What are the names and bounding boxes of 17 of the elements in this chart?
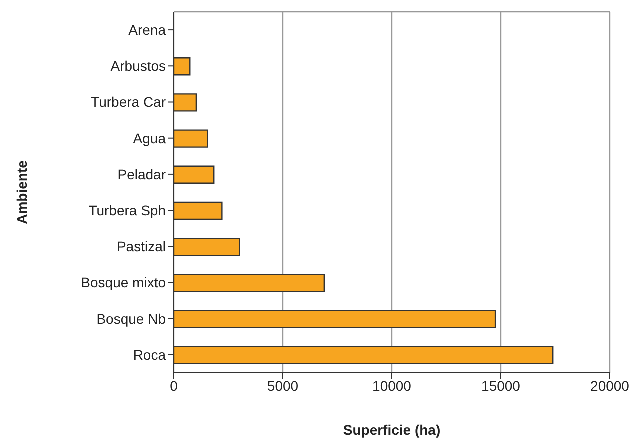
x-tick-label: 0	[170, 378, 178, 394]
y-tick-label: Turbera Sph	[88, 202, 166, 219]
x-axis-title: Superficie (ha)	[343, 422, 441, 438]
y-tick-label: Bosque Nb	[96, 310, 166, 327]
y-tick-label: Turbera Car	[91, 94, 166, 110]
x-tick-label: 10000	[372, 378, 412, 394]
y-tick-label: Arbustos	[110, 58, 166, 74]
y-tick-label: Arena	[128, 22, 166, 38]
y-tick-label: Peladar	[118, 166, 166, 182]
y-tick-label: Pastizal	[116, 238, 166, 255]
x-tick-label: 15000	[482, 378, 521, 394]
y-tick-label: Bosque mixto	[81, 274, 166, 291]
y-tick-label: Roca	[133, 346, 166, 363]
x-tick-label: 20000	[590, 378, 630, 394]
y-axis-title: Ambiente	[14, 160, 30, 224]
y-tick-label: Agua	[133, 130, 166, 146]
x-tick-label: 5000	[267, 378, 299, 394]
